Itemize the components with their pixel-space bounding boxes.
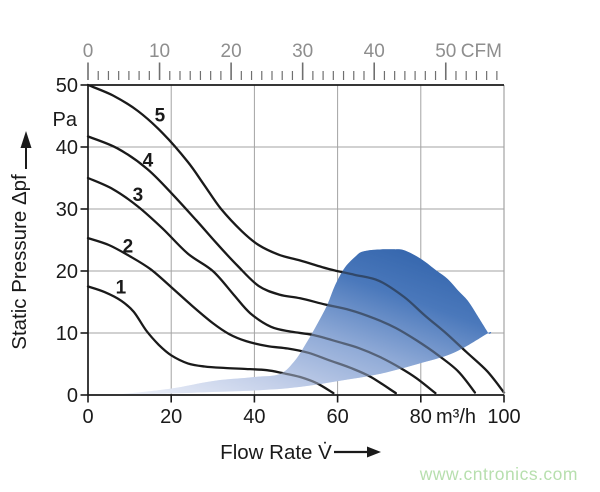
plot-frame <box>87 84 505 396</box>
x-tick-label: 40 <box>243 406 265 428</box>
y-tick-label: 20 <box>56 261 78 283</box>
y-tick-label: 0 <box>67 385 78 407</box>
curve-label-1: 1 <box>116 278 127 299</box>
x-tick-label: 60 <box>326 406 348 428</box>
x-tick-label: 20 <box>160 406 182 428</box>
cfm-tick-label: 40 <box>364 41 385 62</box>
x-tick-label: 80 <box>410 406 432 428</box>
cfm-unit-label: CFM <box>461 41 502 62</box>
right-arrow-icon <box>367 446 381 458</box>
x-tick-label: 0 <box>82 406 93 428</box>
y-tick-label: 40 <box>56 137 78 159</box>
y-axis-title-text: Static Pressure Δpf <box>8 174 31 350</box>
top-cfm-ruler: 0 10 20 30 40 50 CFM <box>83 41 502 80</box>
curve-label-2: 2 <box>123 237 134 258</box>
y-tick-label: 50 <box>56 75 78 97</box>
curve-label-5: 5 <box>155 105 166 126</box>
x-axis-title: Flow Rate V̇ <box>220 441 381 464</box>
cfm-tick-label: 10 <box>149 41 170 62</box>
up-arrow-icon <box>20 131 32 148</box>
curve-number-labels: 1 2 3 4 5 <box>116 105 166 298</box>
axis-ticks-and-labels: 0 10 20 30 40 50 Pa 0 20 40 60 80 100 m³/h <box>53 75 521 428</box>
operating-region-overlay <box>120 249 492 395</box>
watermark-text: www.cntronics.com <box>419 464 578 484</box>
cfm-tick-label: 20 <box>221 41 242 62</box>
y-tick-label: 10 <box>56 323 78 345</box>
cfm-tick-label: 30 <box>292 41 313 62</box>
y-tick-label: 30 <box>56 199 78 221</box>
x-tick-label: 100 <box>487 406 520 428</box>
y-axis-title: Static Pressure Δpf <box>8 131 32 350</box>
y-axis-unit: Pa <box>53 109 78 131</box>
cfm-tick-label: 0 <box>83 41 94 62</box>
x-axis-title-text: Flow Rate V̇ <box>220 441 332 464</box>
curve-label-4: 4 <box>143 151 154 172</box>
cfm-tick-label: 50 <box>435 41 456 62</box>
curve-label-3: 3 <box>133 185 144 206</box>
x-axis-unit: m³/h <box>436 406 476 428</box>
